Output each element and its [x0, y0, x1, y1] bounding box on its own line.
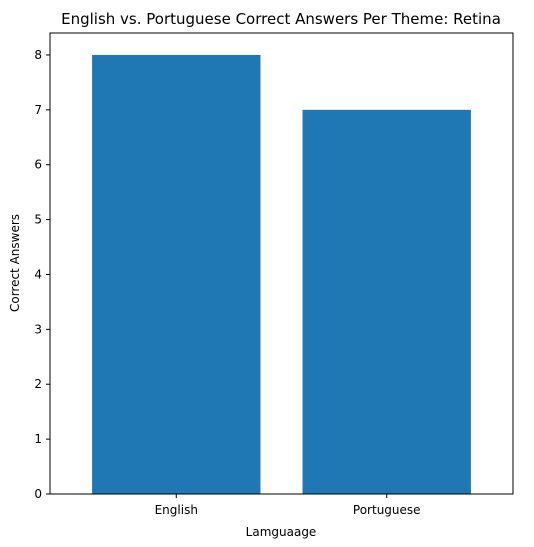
y-tick-label: 4 — [34, 267, 42, 281]
bars-group — [92, 54, 471, 494]
y-tick-label: 7 — [34, 103, 42, 117]
y-tick-label: 6 — [34, 158, 42, 172]
y-tick-label: 1 — [34, 432, 42, 446]
x-axis: English Portuguese — [155, 494, 421, 517]
bar-portuguese — [302, 109, 471, 494]
y-tick-label: 8 — [34, 48, 42, 62]
y-tick-label: 0 — [34, 487, 42, 501]
x-tick-label: English — [155, 503, 198, 517]
x-tick-label: Portuguese — [353, 503, 421, 517]
plot-frame — [49, 32, 514, 495]
y-axis: 0 1 2 3 4 5 6 7 8 — [34, 48, 50, 501]
y-tick-label: 5 — [34, 213, 42, 227]
y-tick-label: 2 — [34, 377, 42, 391]
bar-english — [92, 54, 261, 494]
y-tick-label: 3 — [34, 322, 42, 336]
y-axis-label: Correct Answers — [8, 214, 22, 312]
chart-title: English vs. Portuguese Correct Answers P… — [61, 10, 501, 28]
x-axis-label: Lamguaage — [246, 525, 317, 539]
